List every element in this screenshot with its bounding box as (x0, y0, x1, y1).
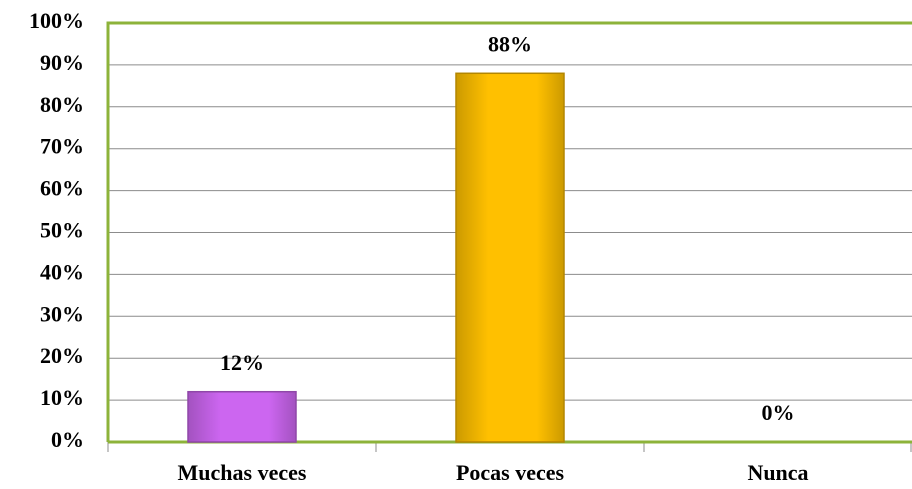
bar (187, 390, 297, 443)
y-tick-label: 60% (40, 176, 84, 201)
y-tick-label: 40% (40, 259, 84, 284)
data-label: 88% (488, 31, 532, 56)
y-tick-label: 20% (40, 343, 84, 368)
x-tick-label: Muchas veces (178, 460, 307, 485)
bar (455, 72, 565, 443)
y-tick-label: 100% (29, 8, 84, 33)
y-tick-label: 0% (51, 427, 84, 452)
data-label: 12% (220, 350, 264, 375)
y-tick-label: 50% (40, 218, 84, 243)
y-tick-label: 10% (40, 385, 84, 410)
y-tick-label: 70% (40, 134, 84, 159)
data-label: 0% (762, 400, 795, 425)
x-tick-label: Pocas veces (456, 460, 565, 485)
x-tick-label: Nunca (747, 460, 808, 485)
y-tick-label: 90% (40, 50, 84, 75)
y-tick-label: 80% (40, 92, 84, 117)
y-tick-label: 30% (40, 301, 84, 326)
plot-frame (106, 21, 912, 442)
